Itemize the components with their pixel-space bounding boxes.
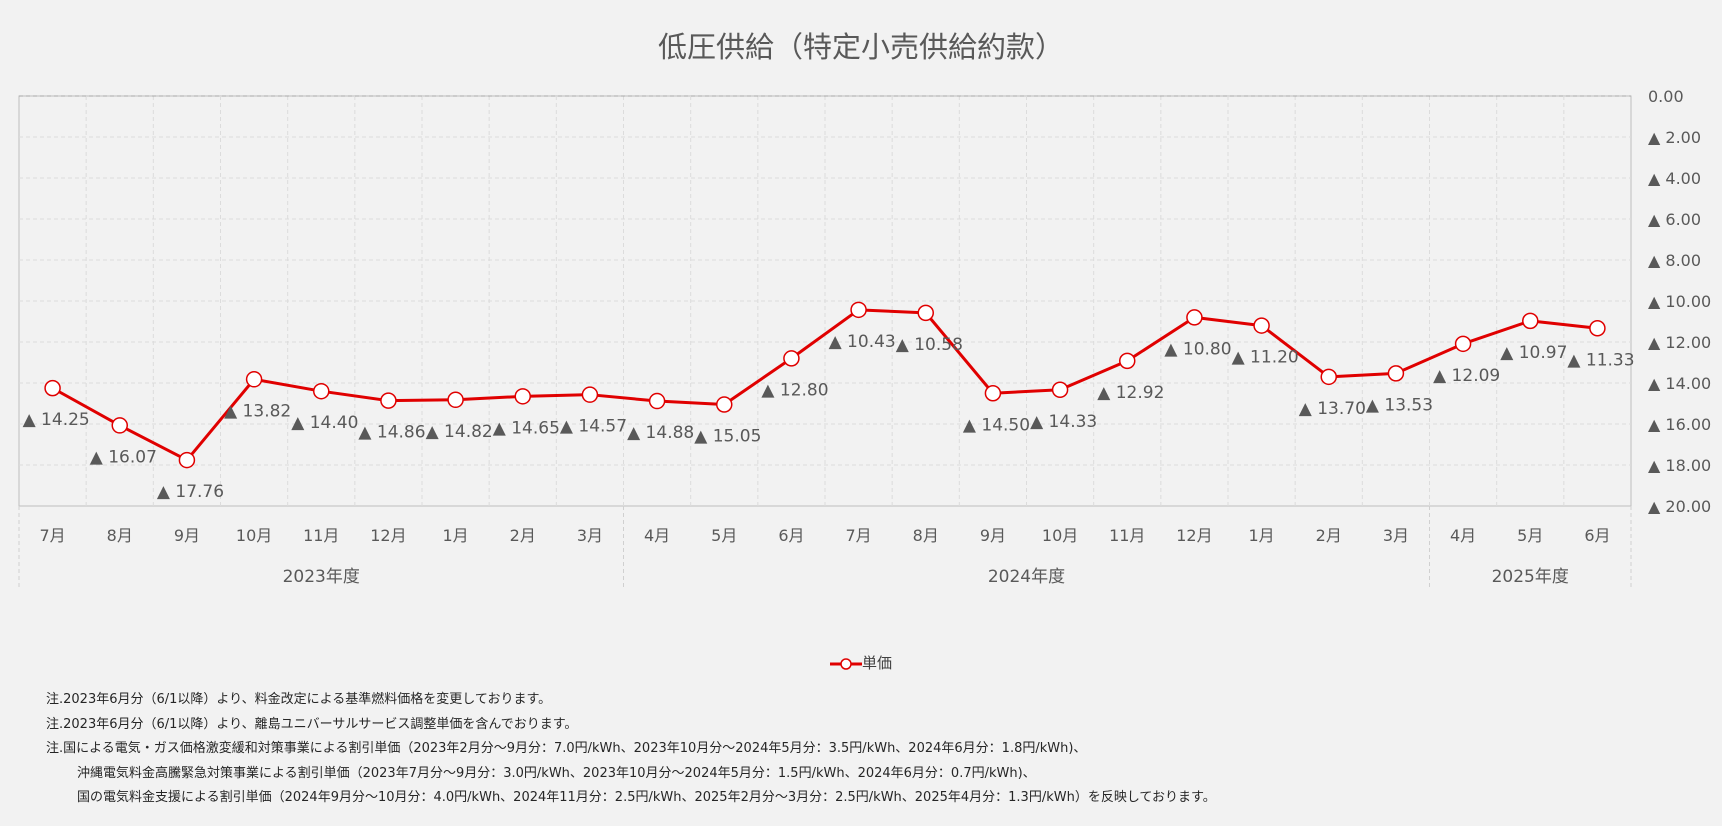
data-point [1320,368,1337,386]
y-tick-label: ▲ 16.00 [1648,415,1711,434]
x-tick-label: 9月 [174,526,200,545]
series-line [51,308,1598,462]
y-tick-label: ▲ 8.00 [1648,251,1701,270]
data-point [111,417,128,434]
data-label: ▲ 12.80 [761,380,828,400]
x-group-label: 2023年度 [283,567,360,587]
data-label: ▲ 14.65 [493,418,560,438]
data-point [984,385,1002,402]
data-label: ▲ 14.86 [358,423,425,443]
data-label: ▲ 11.33 [1567,350,1634,370]
data-point [1589,320,1606,337]
x-tick-label: 6月 [1584,526,1610,545]
data-label: ▲ 14.57 [560,417,627,437]
x-tick-label: 12月 [370,526,406,545]
data-point [1119,352,1136,370]
data-point [178,451,196,469]
x-tick-label: 5月 [711,526,737,545]
note-3: 注.国による電気・ガス価格激変緩和対策事業による割引単価（2023年2月分～9月… [46,741,1087,756]
data-point [514,388,531,405]
x-tick-label: 3月 [577,526,603,545]
y-tick-label: ▲ 4.00 [1648,169,1701,188]
y-tick-label: ▲ 14.00 [1648,374,1711,393]
data-point [648,392,666,410]
data-label: ▲ 12.09 [1433,366,1500,386]
x-tick-label: 9月 [980,526,1006,545]
data-label: ▲ 13.82 [224,401,291,421]
y-tick-label: ▲ 18.00 [1648,456,1711,475]
data-point [380,392,397,409]
data-point [245,371,263,388]
x-tick-label: 2月 [1316,526,1342,545]
x-tick-label: 10月 [1042,526,1078,545]
data-label: ▲ 14.40 [291,413,358,433]
x-tick-label: 8月 [913,526,939,545]
x-tick-label: 2月 [510,526,536,545]
y-tick-label: ▲ 10.00 [1648,292,1711,311]
x-tick-label: 4月 [644,526,670,545]
x-tick-label: 6月 [778,526,804,545]
data-label: ▲ 14.50 [963,415,1030,435]
y-tick-label: ▲ 12.00 [1648,333,1711,352]
data-label: ▲ 10.43 [829,332,896,352]
data-label: ▲ 14.33 [1030,412,1097,432]
notes: 注.2023年6月分（6/1以降）より、料金改定による基準燃料価格を変更しており… [46,688,1216,811]
x-tick-label: 12月 [1176,526,1212,545]
legend-line-marker-icon [829,657,862,670]
x-tick-label: 1月 [442,526,468,545]
y-tick-label: ▲ 20.00 [1648,497,1711,516]
x-tick-label: 11月 [1109,526,1145,545]
data-point [783,350,800,367]
data-point [1051,381,1069,399]
x-tick-label: 11月 [303,526,339,545]
x-tick-label: 7月 [39,526,65,545]
note-4: 沖縄電気料金高騰緊急対策事業による割引単価（2023年7月分～9月分：3.0円/… [77,765,1036,781]
data-label: ▲ 14.82 [426,422,493,442]
x-tick-label: 8月 [107,526,133,545]
data-label: ▲ 17.76 [157,482,224,502]
x-tick-label: 4月 [1450,526,1476,545]
data-point [313,382,330,400]
data-label: ▲ 11.20 [1232,348,1299,368]
y-tick-label: 0.00 [1648,87,1684,106]
note-2: 注.2023年6月分（6/1以降）より、離島ユニバーサルサービス調整単価を含んで… [46,716,578,732]
data-point [1387,365,1405,382]
x-group-label: 2024年度 [988,567,1065,587]
data-label: ▲ 15.05 [694,427,761,447]
data-label: ▲ 16.07 [90,447,157,467]
y-tick-label: ▲ 2.00 [1648,128,1701,147]
data-point [716,396,733,413]
x-tick-label: 10月 [236,526,272,545]
data-point [917,304,934,322]
x-tick-label: 3月 [1383,526,1409,545]
x-group-label: 2025年度 [1492,567,1569,587]
x-tick-label: 5月 [1517,526,1543,545]
data-label: ▲ 14.88 [627,423,694,443]
data-point [850,301,867,319]
data-point [581,386,599,403]
data-label: ▲ 10.80 [1164,339,1231,359]
data-point [1454,335,1472,353]
data-label: ▲ 13.53 [1366,395,1433,415]
x-tick-label: 1月 [1248,526,1274,545]
data-point [1253,317,1270,334]
data-label: ▲ 14.25 [23,410,90,430]
note-1: 注.2023年6月分（6/1以降）より、料金改定による基準燃料価格を変更しており… [46,692,552,707]
chart-title: 低圧供給（特定小売供給約款） [657,30,1064,64]
legend: 単価 [0,652,1722,673]
note-5: 国の電気料金支援による割引単価（2024年9月分～10月分：4.0円/kWh、2… [77,790,1216,805]
data-label: ▲ 13.70 [1299,399,1366,419]
line-chart: 0.00 ▲ 2.00 ▲ 4.00 ▲ 6.00 ▲ 8.00 ▲ 10.00 ▲ 12.… [18,87,1711,588]
data-label: ▲ 10.97 [1500,343,1567,363]
legend-label: 単価 [861,654,892,672]
data-point [1186,309,1203,326]
data-label: ▲ 10.58 [896,335,963,355]
x-tick-label: 7月 [845,526,871,545]
data-label: ▲ 12.92 [1097,383,1164,403]
data-point [1522,312,1539,330]
y-tick-label: ▲ 6.00 [1648,210,1701,229]
data-point [447,391,464,409]
data-point [44,379,61,397]
